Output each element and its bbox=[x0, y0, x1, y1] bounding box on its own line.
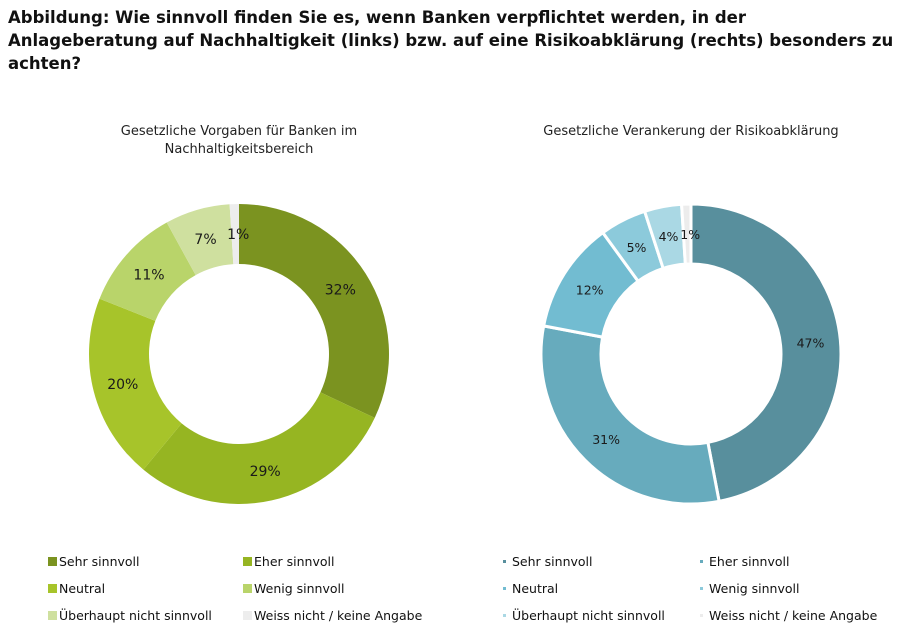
left-slice-2 bbox=[88, 298, 182, 470]
legend-swatch bbox=[48, 611, 57, 620]
figure-title: Abbildung: Wie sinnvoll finden Sie es, w… bbox=[8, 8, 894, 73]
legend-swatch bbox=[503, 587, 506, 590]
right-data-label-2: 12% bbox=[576, 283, 604, 298]
legend-label: Überhaupt nicht sinnvoll bbox=[59, 608, 212, 623]
left-slice-0 bbox=[239, 204, 389, 418]
left-data-label-2: 20% bbox=[107, 377, 138, 393]
legend-label: Weiss nicht / keine Angabe bbox=[254, 608, 423, 623]
left-data-label-1: 29% bbox=[250, 464, 281, 480]
right-data-label-3: 5% bbox=[627, 240, 647, 255]
legend-label: Eher sinnvoll bbox=[709, 554, 790, 569]
legend-label: Weiss nicht / keine Angabe bbox=[709, 608, 878, 623]
left-data-label-3: 11% bbox=[133, 268, 164, 284]
right-legend-item: Sehr sinnvoll bbox=[500, 554, 592, 569]
right-data-label-0: 47% bbox=[797, 336, 825, 351]
legend-swatch bbox=[503, 614, 506, 617]
right-legend-item: Eher sinnvoll bbox=[697, 554, 789, 569]
legend-label: Sehr sinnvoll bbox=[512, 554, 593, 569]
legend-label: Wenig sinnvoll bbox=[709, 581, 800, 596]
left-slice-5 bbox=[229, 204, 239, 265]
right-legend-item: Neutral bbox=[500, 581, 558, 596]
legend-swatch bbox=[700, 587, 703, 590]
right-legend-item: Wenig sinnvoll bbox=[697, 581, 799, 596]
legend-swatch bbox=[48, 584, 57, 593]
legend-label: Eher sinnvoll bbox=[254, 554, 335, 569]
legend-swatch bbox=[503, 560, 506, 563]
left-slice-1 bbox=[143, 392, 375, 505]
left-data-label-0: 32% bbox=[325, 283, 356, 299]
left-legend-item: Neutral bbox=[48, 581, 105, 596]
left-slice-4 bbox=[166, 204, 234, 276]
right-data-label-1: 31% bbox=[592, 432, 620, 447]
right-slice-1 bbox=[539, 324, 721, 506]
left-chart-title: Gesetzliche Vorgaben für Banken im Nachh… bbox=[120, 124, 358, 157]
legend-label: Neutral bbox=[512, 581, 559, 596]
left-data-label-5: 1% bbox=[227, 227, 249, 243]
right-data-label-5: 1% bbox=[680, 227, 700, 242]
legend-swatch bbox=[243, 611, 252, 620]
left-legend-item: Sehr sinnvoll bbox=[48, 554, 139, 569]
legend-swatch bbox=[243, 584, 252, 593]
legend-swatch bbox=[700, 614, 703, 617]
legend-label: Neutral bbox=[59, 581, 106, 596]
right-legend-item: Überhaupt nicht sinnvoll bbox=[500, 608, 665, 623]
left-legend-item: Weiss nicht / keine Angabe bbox=[243, 608, 422, 623]
legend-label: Sehr sinnvoll bbox=[59, 554, 140, 569]
left-data-label-4: 7% bbox=[194, 232, 216, 248]
right-chart-title: Gesetzliche Verankerung der Risikoabklär… bbox=[543, 124, 839, 139]
legend-label: Überhaupt nicht sinnvoll bbox=[512, 608, 665, 623]
right-slice-5 bbox=[679, 202, 693, 266]
right-slice-0 bbox=[689, 202, 843, 504]
left-legend-item: Überhaupt nicht sinnvoll bbox=[48, 608, 212, 623]
left-slice-3 bbox=[99, 222, 196, 321]
left-legend-item: Wenig sinnvoll bbox=[243, 581, 344, 596]
right-data-label-4: 4% bbox=[659, 229, 679, 244]
legend-swatch bbox=[700, 560, 703, 563]
right-legend-item: Weiss nicht / keine Angabe bbox=[697, 608, 877, 623]
legend-swatch bbox=[48, 557, 57, 566]
legend-swatch bbox=[243, 557, 252, 566]
left-legend-item: Eher sinnvoll bbox=[243, 554, 334, 569]
legend-label: Wenig sinnvoll bbox=[254, 581, 345, 596]
